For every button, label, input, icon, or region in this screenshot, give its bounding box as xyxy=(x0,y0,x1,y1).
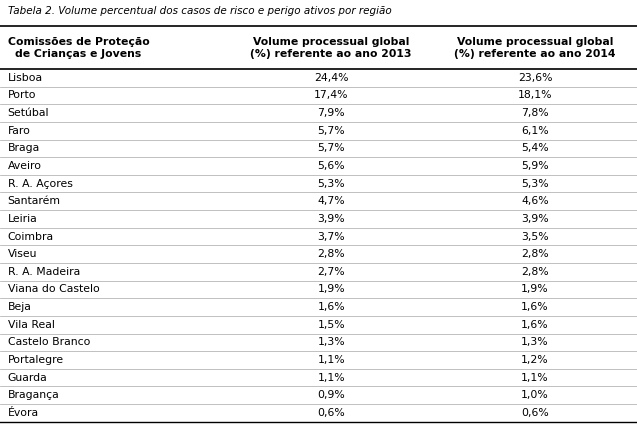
Text: 3,5%: 3,5% xyxy=(521,232,549,242)
Text: 23,6%: 23,6% xyxy=(518,73,552,83)
Text: Viana do Castelo: Viana do Castelo xyxy=(8,285,99,294)
Text: 18,1%: 18,1% xyxy=(518,90,552,101)
Text: 24,4%: 24,4% xyxy=(314,73,348,83)
Text: 2,7%: 2,7% xyxy=(317,267,345,277)
Text: Guarda: Guarda xyxy=(8,373,47,383)
Text: Volume processual global
(%) referente ao ano 2013: Volume processual global (%) referente a… xyxy=(250,37,412,59)
Text: 1,1%: 1,1% xyxy=(317,355,345,365)
Text: 1,6%: 1,6% xyxy=(521,302,549,312)
Text: Coimbra: Coimbra xyxy=(8,232,54,242)
Text: 2,8%: 2,8% xyxy=(521,267,549,277)
Text: 4,7%: 4,7% xyxy=(317,196,345,206)
Text: 5,3%: 5,3% xyxy=(317,178,345,189)
Text: Viseu: Viseu xyxy=(8,249,37,259)
Text: 7,9%: 7,9% xyxy=(317,108,345,118)
Text: Aveiro: Aveiro xyxy=(8,161,41,171)
Text: Volume processual global
(%) referente ao ano 2014: Volume processual global (%) referente a… xyxy=(454,37,616,59)
Text: 7,8%: 7,8% xyxy=(521,108,549,118)
Text: 1,1%: 1,1% xyxy=(317,373,345,383)
Text: 0,6%: 0,6% xyxy=(521,408,549,418)
Text: 1,2%: 1,2% xyxy=(521,355,549,365)
Text: 1,1%: 1,1% xyxy=(521,373,549,383)
Text: 1,9%: 1,9% xyxy=(521,285,549,294)
Text: R. A. Açores: R. A. Açores xyxy=(8,178,73,189)
Text: 1,3%: 1,3% xyxy=(317,337,345,347)
Text: 1,5%: 1,5% xyxy=(317,320,345,330)
Text: Santarém: Santarém xyxy=(8,196,61,206)
Text: 3,7%: 3,7% xyxy=(317,232,345,242)
Text: 1,6%: 1,6% xyxy=(521,320,549,330)
Text: 5,3%: 5,3% xyxy=(521,178,549,189)
Text: 6,1%: 6,1% xyxy=(521,126,549,136)
Text: Faro: Faro xyxy=(8,126,31,136)
Text: Bragança: Bragança xyxy=(8,390,59,400)
Text: Porto: Porto xyxy=(8,90,36,101)
Text: Vila Real: Vila Real xyxy=(8,320,55,330)
Text: Comissões de Proteção
de Crianças e Jovens: Comissões de Proteção de Crianças e Jove… xyxy=(8,37,150,59)
Text: Beja: Beja xyxy=(8,302,31,312)
Text: Lisboa: Lisboa xyxy=(8,73,43,83)
Text: Tabela 2. Volume percentual dos casos de risco e perigo ativos por região: Tabela 2. Volume percentual dos casos de… xyxy=(8,6,391,16)
Text: 1,6%: 1,6% xyxy=(317,302,345,312)
Text: Leiria: Leiria xyxy=(8,214,38,224)
Text: Braga: Braga xyxy=(8,144,40,153)
Text: 17,4%: 17,4% xyxy=(314,90,348,101)
Text: 3,9%: 3,9% xyxy=(521,214,549,224)
Text: 2,8%: 2,8% xyxy=(317,249,345,259)
Text: 3,9%: 3,9% xyxy=(317,214,345,224)
Text: 5,9%: 5,9% xyxy=(521,161,549,171)
Text: 5,6%: 5,6% xyxy=(317,161,345,171)
Text: 1,0%: 1,0% xyxy=(521,390,549,400)
Text: Castelo Branco: Castelo Branco xyxy=(8,337,90,347)
Text: R. A. Madeira: R. A. Madeira xyxy=(8,267,80,277)
Text: 0,6%: 0,6% xyxy=(317,408,345,418)
Text: Portalegre: Portalegre xyxy=(8,355,64,365)
Text: 2,8%: 2,8% xyxy=(521,249,549,259)
Text: 1,9%: 1,9% xyxy=(317,285,345,294)
Text: Évora: Évora xyxy=(8,408,39,418)
Text: 5,4%: 5,4% xyxy=(521,144,549,153)
Text: 1,3%: 1,3% xyxy=(521,337,549,347)
Text: Setúbal: Setúbal xyxy=(8,108,49,118)
Text: 5,7%: 5,7% xyxy=(317,126,345,136)
Text: 5,7%: 5,7% xyxy=(317,144,345,153)
Text: 0,9%: 0,9% xyxy=(317,390,345,400)
Text: 4,6%: 4,6% xyxy=(521,196,549,206)
